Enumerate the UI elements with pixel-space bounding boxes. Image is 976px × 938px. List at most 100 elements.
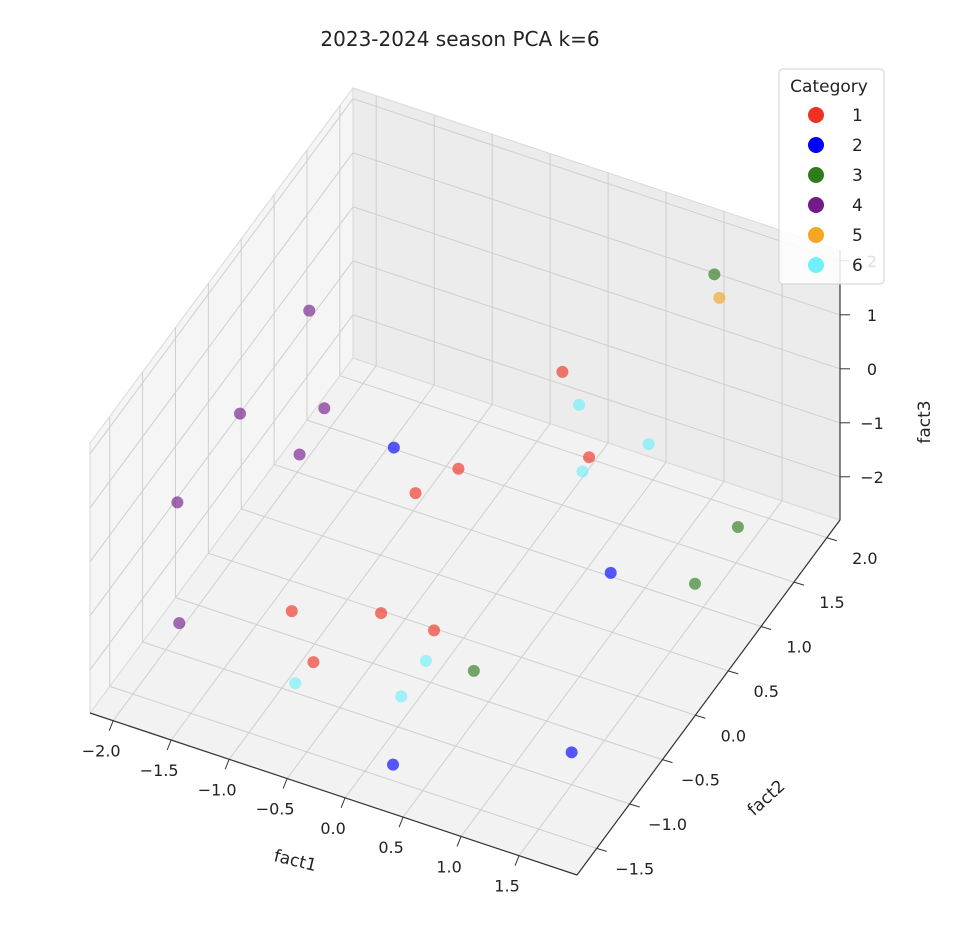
x-tick — [282, 778, 288, 789]
axes-panes — [89, 86, 841, 876]
y-tick — [728, 670, 739, 675]
z-gridline — [89, 314, 354, 671]
point-category-3 — [688, 577, 701, 590]
x-tick-label: −0.5 — [256, 800, 295, 819]
y-tick-label: 0.0 — [721, 726, 746, 745]
y-tick-label: 2.0 — [852, 549, 877, 568]
x-tick-label: 0.0 — [320, 819, 345, 838]
point-category-2 — [387, 441, 400, 454]
x-tick — [398, 816, 404, 828]
z-tick-label: −2 — [860, 468, 884, 487]
z-gridline — [352, 98, 841, 262]
point-category-6 — [289, 677, 302, 690]
y-tick — [629, 803, 640, 808]
y-tick-label: −1.0 — [648, 815, 687, 834]
legend-label: 2 — [852, 136, 863, 156]
legend-items: 1 2 3 4 5 6 — [808, 106, 863, 276]
x-gridline — [112, 365, 377, 722]
z-gridline — [352, 260, 841, 424]
legend-box — [778, 68, 885, 285]
legend-marker — [808, 257, 824, 273]
legend-marker — [808, 227, 824, 243]
x-gridline — [344, 442, 609, 799]
y-tick — [662, 759, 673, 764]
point-category-3 — [731, 520, 744, 533]
y-gridline — [241, 508, 729, 672]
point-category-2 — [387, 758, 400, 771]
point-category-4 — [234, 407, 247, 420]
z-tick-label: −1 — [860, 414, 884, 433]
x-tick-label: 1.5 — [494, 877, 519, 896]
point-category-1 — [375, 607, 388, 620]
point-category-1 — [583, 451, 596, 464]
x-tick — [340, 797, 346, 809]
grid-lines — [89, 95, 841, 876]
x-gridline — [286, 423, 551, 779]
y-tick-label: −0.5 — [681, 771, 720, 790]
point-category-6 — [419, 654, 432, 667]
point-category-4 — [171, 496, 184, 509]
x-gridline — [460, 481, 725, 837]
y-tick-label: 0.5 — [753, 682, 778, 701]
y-tick — [596, 847, 607, 852]
point-category-6 — [573, 398, 586, 411]
z-gridline — [89, 260, 354, 617]
legend-title: Category — [790, 77, 868, 97]
y-tick — [695, 714, 706, 719]
point-category-4 — [303, 304, 316, 317]
x-gridline — [518, 500, 783, 857]
x-tick — [456, 836, 462, 847]
y-tick — [793, 581, 805, 586]
x-tick — [166, 739, 172, 751]
y-axis-line — [576, 519, 841, 876]
point-category-6 — [395, 690, 408, 703]
z-gridline — [89, 98, 354, 455]
legend-marker — [808, 167, 824, 183]
legend-label: 1 — [852, 106, 863, 126]
y-gridline — [142, 641, 630, 805]
z-tick-label: 1 — [867, 306, 877, 325]
point-category-1 — [556, 365, 569, 378]
point-category-6 — [642, 438, 655, 451]
legend-marker — [808, 197, 824, 213]
z-gridline — [89, 152, 354, 509]
z-tick-label: 0 — [867, 360, 877, 379]
point-category-4 — [173, 617, 186, 630]
z-gridline — [352, 206, 841, 370]
point-category-1 — [307, 656, 320, 669]
x-tick-label: −1.0 — [198, 780, 237, 799]
point-category-4 — [293, 448, 306, 461]
point-category-5 — [713, 291, 726, 304]
point-category-2 — [604, 566, 617, 579]
x-tick-label: −1.5 — [140, 761, 179, 780]
y-tick-label: 1.0 — [786, 638, 811, 657]
y-tick — [826, 537, 837, 542]
y-tick — [760, 626, 772, 630]
legend-marker — [808, 107, 824, 123]
x-tick — [224, 759, 230, 770]
point-category-1 — [409, 487, 422, 500]
y-gridline — [273, 464, 762, 627]
z-axis-label: fact3 — [915, 400, 935, 443]
legend: Category 1 2 3 4 5 6 — [778, 68, 885, 285]
point-category-1 — [452, 462, 465, 475]
y-tick-label: 1.5 — [819, 593, 844, 612]
x-axis-label: fact1 — [272, 846, 319, 876]
x-tick — [108, 720, 114, 731]
y-gridline — [175, 597, 663, 761]
point-category-3 — [708, 268, 721, 281]
x-gridline — [402, 461, 667, 818]
x-tick-label: −2.0 — [82, 742, 121, 761]
x-gridline — [228, 403, 493, 760]
x-tick-label: 0.5 — [378, 838, 403, 857]
point-category-4 — [318, 402, 331, 415]
z-gridline — [352, 314, 841, 478]
z-gridline — [89, 206, 354, 563]
z-gridline — [352, 152, 841, 316]
y-axis-label: fact2 — [744, 776, 790, 820]
point-category-6 — [576, 465, 589, 478]
legend-label: 5 — [852, 226, 863, 246]
legend-label: 6 — [852, 256, 863, 276]
legend-label: 4 — [852, 196, 863, 216]
